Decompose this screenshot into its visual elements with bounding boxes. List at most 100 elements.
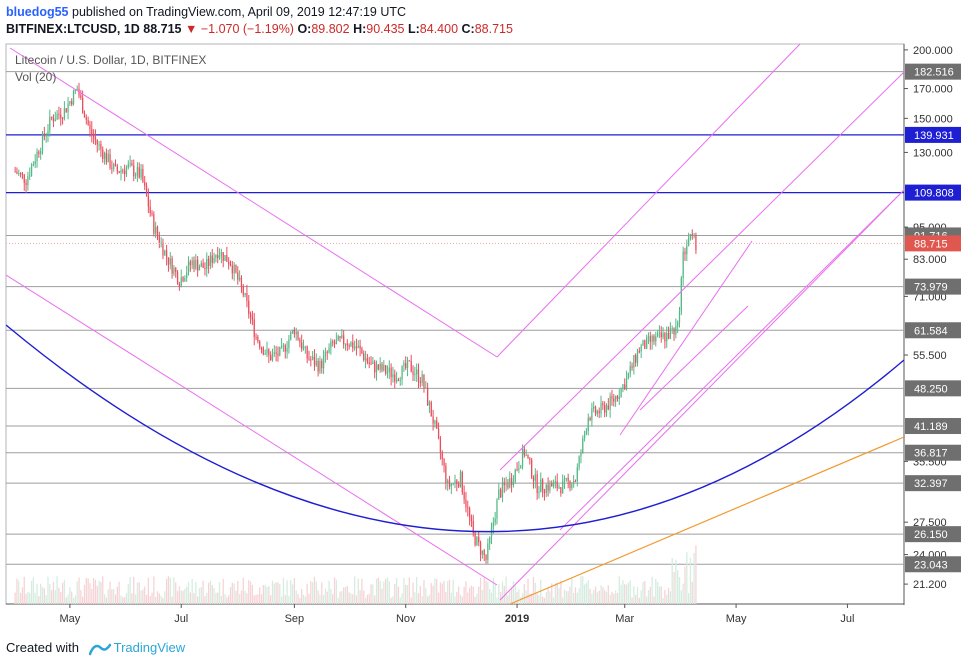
volume-bar xyxy=(209,580,212,604)
candle-body xyxy=(647,336,650,338)
volume-bar xyxy=(416,576,418,604)
x-tick-label: Nov xyxy=(396,613,416,625)
candle-body xyxy=(302,346,305,349)
volume-bar xyxy=(224,593,226,604)
volume-bar xyxy=(180,590,182,604)
candle-body xyxy=(231,265,233,274)
candle-body xyxy=(244,292,246,295)
candle-body xyxy=(658,332,661,334)
volume-bar xyxy=(286,580,288,604)
candle-body xyxy=(164,250,166,256)
volume-bar xyxy=(520,597,522,604)
candle-body xyxy=(80,95,82,98)
level-label: 32.397 xyxy=(914,478,948,490)
candle-body xyxy=(492,522,494,528)
candle-body xyxy=(677,322,679,327)
volume-bar xyxy=(664,589,666,604)
tradingview-brand[interactable]: TradingView xyxy=(113,640,186,655)
candle-body xyxy=(310,359,312,361)
volume-bar xyxy=(193,593,195,604)
y-tick-label: 21.200 xyxy=(913,579,947,591)
volume-bar xyxy=(270,595,272,604)
candle-body xyxy=(284,345,286,352)
volume-bar xyxy=(587,580,589,604)
x-tick-label: Jul xyxy=(174,613,188,625)
candle-body xyxy=(624,384,626,390)
volume-bar xyxy=(613,593,615,604)
volume-bar xyxy=(63,579,66,604)
volume-bar xyxy=(217,592,219,604)
candle-body xyxy=(443,458,445,466)
level-label-bg xyxy=(905,184,961,201)
candle-body xyxy=(684,251,686,255)
volume-bar xyxy=(485,580,487,604)
candle-body xyxy=(326,351,328,353)
volume-bar xyxy=(602,587,604,604)
high-label: H: xyxy=(353,22,367,36)
volume-bar xyxy=(560,580,562,604)
volume-bar xyxy=(306,583,308,604)
candle-body xyxy=(496,499,498,519)
candle-body xyxy=(191,260,193,266)
volume-bar xyxy=(262,585,264,604)
volume-bar xyxy=(607,585,609,604)
candle-body xyxy=(642,340,644,346)
volume-bar xyxy=(105,597,108,604)
candle-body xyxy=(518,468,520,470)
author-name[interactable]: bluedog55 xyxy=(6,5,69,19)
candle-body xyxy=(322,356,325,369)
volume-bar xyxy=(98,580,100,604)
volume-bar xyxy=(324,588,327,604)
volume-bar xyxy=(644,580,646,604)
volume-bar xyxy=(375,578,378,604)
volume-bar xyxy=(218,582,221,604)
candle-body xyxy=(339,336,341,339)
volume-bar xyxy=(635,594,637,604)
candle-body xyxy=(195,259,197,269)
candle-body xyxy=(253,319,255,337)
volume-bar xyxy=(142,589,144,604)
volume-bar xyxy=(536,593,538,604)
candle-body xyxy=(120,170,122,173)
candle-body xyxy=(200,263,202,267)
candle-body xyxy=(532,477,535,481)
volume-bar xyxy=(543,597,546,604)
candle-body xyxy=(122,170,124,172)
volume-bar xyxy=(127,584,129,604)
volume-bar xyxy=(191,578,193,604)
volume-bar xyxy=(151,592,153,604)
volume-bar xyxy=(374,595,376,604)
volume-bar xyxy=(410,597,412,604)
volume-bar xyxy=(549,591,551,604)
candle-body xyxy=(264,353,266,355)
volume-bar xyxy=(167,576,170,604)
volume-bar xyxy=(611,591,613,604)
candle-body xyxy=(695,234,697,251)
volume-bar xyxy=(395,578,398,604)
volume-bar xyxy=(655,578,657,604)
volume-bar xyxy=(605,591,608,604)
candle-body xyxy=(574,481,577,483)
candle-body xyxy=(180,277,182,287)
volume-bar xyxy=(552,597,555,604)
candle-body xyxy=(186,272,188,279)
last-price: 88.715 xyxy=(143,22,182,36)
candle-body xyxy=(343,335,345,345)
volume-bar xyxy=(651,576,653,604)
y-tick-label: 130.000 xyxy=(913,147,953,159)
volume-bar xyxy=(82,596,84,604)
volume-bar xyxy=(319,594,321,604)
candle-body xyxy=(472,521,474,533)
candle-body xyxy=(304,346,306,348)
candle-body xyxy=(669,328,672,339)
candle-body xyxy=(368,362,370,364)
volume-bar xyxy=(627,582,630,604)
volume-bar xyxy=(271,580,274,604)
volume-bar xyxy=(490,592,493,604)
volume-bar xyxy=(593,589,595,604)
volume-bar xyxy=(27,591,29,604)
volume-bar xyxy=(282,577,285,604)
candle-body xyxy=(487,543,489,560)
candle-body xyxy=(567,477,569,481)
